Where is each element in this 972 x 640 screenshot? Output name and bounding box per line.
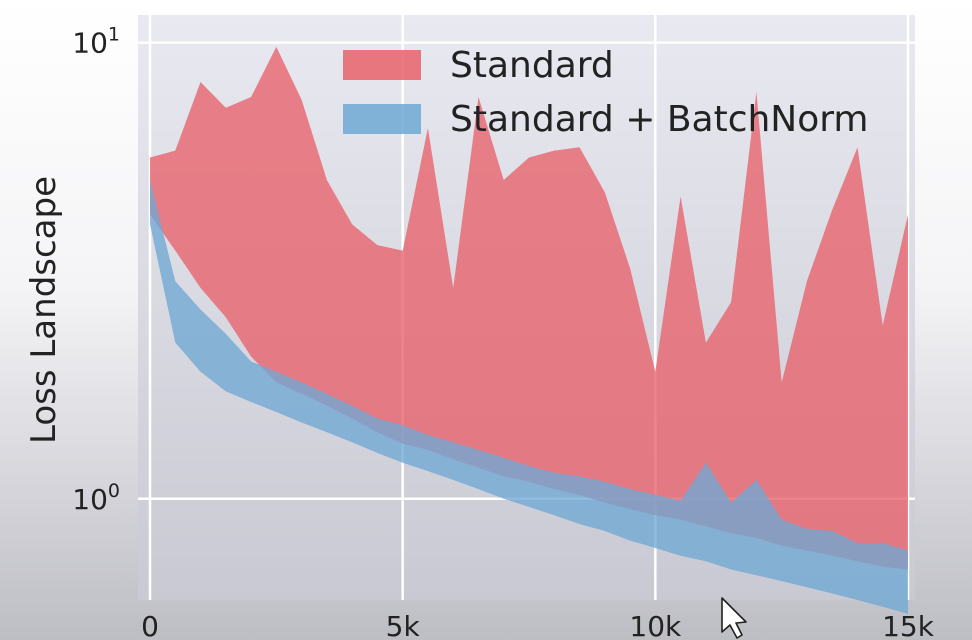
x-tick-label-2: 10k <box>629 610 682 640</box>
x-tick-label-3: 15k <box>882 610 935 640</box>
legend-swatch-batchnorm <box>343 104 421 134</box>
legend-swatch-standard <box>343 50 421 80</box>
mouse-cursor-icon <box>721 597 747 639</box>
y-tick-label-1: 101 <box>72 24 120 60</box>
legend-label-standard: Standard <box>450 45 614 86</box>
series-layer <box>150 46 908 614</box>
series-band-batchnorm <box>150 180 908 614</box>
legend-label-batchnorm: Standard + BatchNorm <box>450 99 869 140</box>
legend: Standard Standard + BatchNorm <box>343 45 869 140</box>
x-tick-label-0: 0 <box>141 610 159 640</box>
x-tick-label-1: 5k <box>386 610 421 640</box>
y-tick-label-0: 100 <box>72 480 120 516</box>
y-axis-label: Loss Landscape <box>24 176 64 444</box>
series-band-standard <box>150 46 908 570</box>
tick-labels: 0 5k 10k 15k 100 101 <box>72 24 934 640</box>
